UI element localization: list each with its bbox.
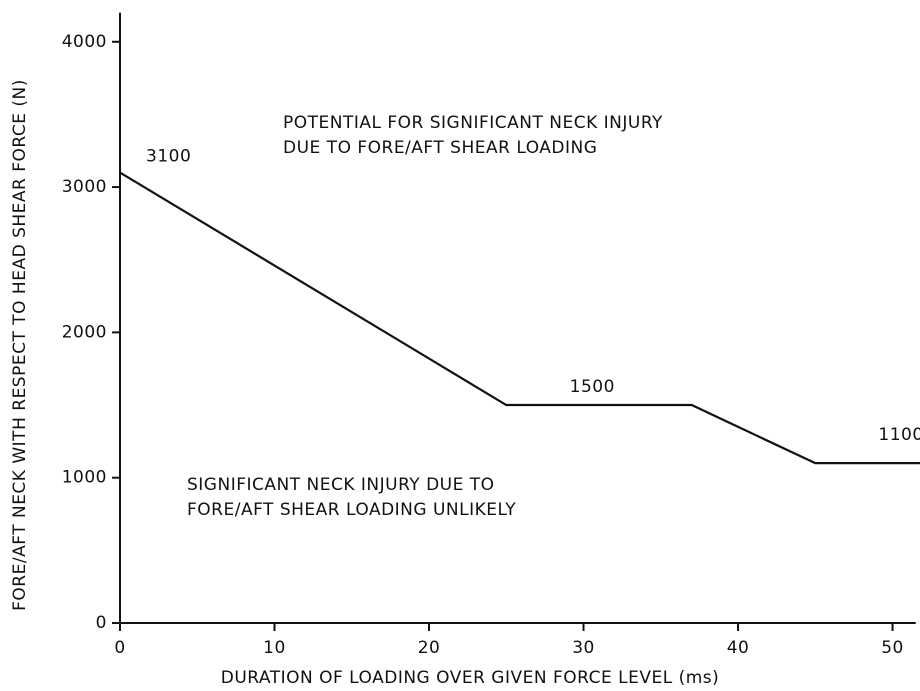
x-tick-label: 20: [418, 638, 441, 658]
line: [119, 171, 920, 465]
data-label: 3100: [146, 147, 191, 167]
y-tick-label: 2000: [62, 322, 107, 342]
y-tick-label: 3000: [62, 177, 107, 197]
annotation: DUE TO FORE/AFT SHEAR LOADING: [283, 138, 597, 158]
data-label: 1100: [878, 425, 920, 445]
data-label: 1500: [570, 377, 615, 397]
x-tick-label: 10: [263, 638, 286, 658]
x-tick-label: 50: [881, 638, 904, 658]
y-tick-label: 0: [96, 613, 107, 633]
x-tick-label: 0: [114, 638, 125, 658]
annotation: FORE/AFT SHEAR LOADING UNLIKELY: [187, 500, 516, 520]
y-axis-title: FORE/AFT NECK WITH RESPECT TO HEAD SHEAR…: [10, 79, 30, 611]
annotation: POTENTIAL FOR SIGNIFICANT NECK INJURY: [283, 113, 663, 133]
y-tick-label: 1000: [62, 468, 107, 488]
x-tick-label: 30: [572, 638, 595, 658]
x-tick-label: 40: [727, 638, 750, 658]
annotation: SIGNIFICANT NECK INJURY DUE TO: [187, 475, 495, 495]
x-axis-title: DURATION OF LOADING OVER GIVEN FORCE LEV…: [221, 668, 720, 688]
y-tick-label: 4000: [62, 32, 107, 52]
